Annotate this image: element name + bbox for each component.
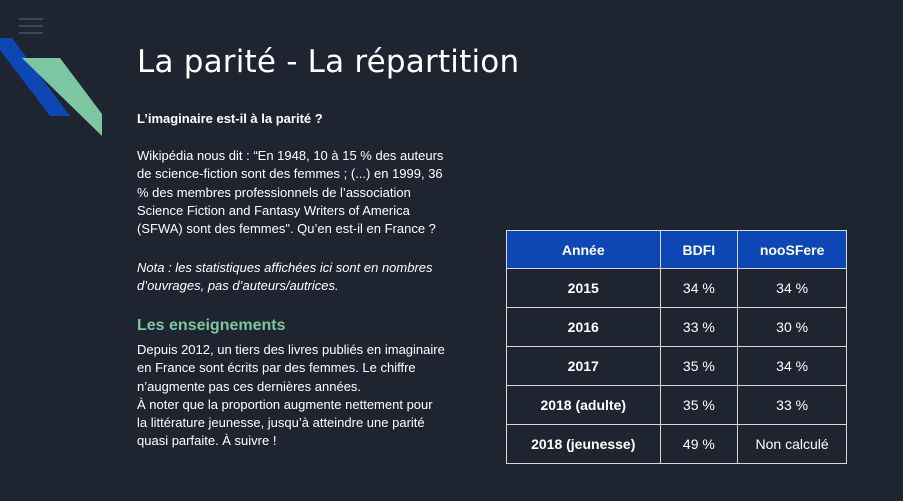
- quote-line: de science-fiction sont des femmes ; (..…: [137, 166, 443, 182]
- cell-year: 2015: [506, 268, 661, 308]
- cell-year: 2018 (jeunesse): [506, 424, 661, 464]
- cell-noosfere: 34 %: [737, 268, 847, 308]
- table-row: 2017 35 % 34 %: [506, 346, 847, 386]
- cell-year: 2017: [506, 346, 661, 386]
- cell-year: 2018 (adulte): [506, 385, 661, 425]
- table-row: 2015 34 % 34 %: [506, 268, 847, 308]
- table-header-row: Année BDFI nooSFere: [506, 230, 847, 269]
- table-row: 2018 (adulte) 35 % 33 %: [506, 385, 847, 425]
- cell-noosfere: 30 %: [737, 307, 847, 347]
- cell-bdfi: 33 %: [659, 307, 739, 347]
- blue-stripe: [0, 38, 70, 116]
- header-bdfi: BDFI: [659, 230, 739, 269]
- cell-noosfere: 34 %: [737, 346, 847, 386]
- wikipedia-quote: Wikipédia nous dit : “En 1948, 10 à 15 %…: [137, 147, 467, 238]
- findings-line: la littérature jeunesse, jusqu’à atteind…: [137, 415, 425, 431]
- green-stripe: [22, 58, 102, 136]
- hamburger-menu-icon[interactable]: [19, 18, 43, 36]
- findings-line: À noter que la proportion augmente nette…: [137, 396, 433, 412]
- quote-line: % des membres professionnels de l’associ…: [137, 184, 411, 200]
- nota-line: d’ouvrages, pas d’auteurs/autrices.: [137, 278, 339, 294]
- quote-line: Science Fiction and Fantasy Writers of A…: [137, 202, 410, 218]
- cell-bdfi: 35 %: [659, 385, 739, 425]
- findings-text: Depuis 2012, un tiers des livres publiés…: [137, 341, 467, 451]
- quote-line: Wikipédia nous dit : “En 1948, 10 à 15 %…: [137, 148, 444, 163]
- nota-line: Nota : les statistiques affichées ici so…: [137, 260, 433, 275]
- cell-noosfere: Non calculé: [737, 424, 847, 464]
- table-row: 2018 (jeunesse) 49 % Non calculé: [506, 424, 847, 464]
- quote-line: (SFWA) sont des femmes". Qu’en est-il en…: [137, 221, 436, 237]
- findings-line: n’augmente pas ces dernières années.: [137, 378, 362, 394]
- question-text: L’imaginaire est-il à la parité ?: [137, 111, 323, 126]
- table-row: 2016 33 % 30 %: [506, 307, 847, 347]
- findings-heading: Les enseignements: [137, 317, 286, 334]
- nota-text: Nota : les statistiques affichées ici so…: [137, 259, 467, 296]
- decorative-stripes: [0, 38, 102, 136]
- header-year: Année: [506, 230, 661, 269]
- parity-table: Année BDFI nooSFere 2015 34 % 34 % 2016 …: [506, 230, 847, 464]
- findings-line: Depuis 2012, un tiers des livres publiés…: [137, 342, 445, 357]
- cell-noosfere: 33 %: [737, 385, 847, 425]
- cell-bdfi: 35 %: [659, 346, 739, 386]
- cell-year: 2016: [506, 307, 661, 347]
- header-noosfere: nooSFere: [737, 230, 847, 269]
- findings-line: en France sont écrits par des femmes. Le…: [137, 360, 416, 376]
- cell-bdfi: 34 %: [659, 268, 739, 308]
- slide-title: La parité - La répartition: [137, 44, 520, 80]
- cell-bdfi: 49 %: [659, 424, 739, 464]
- findings-line: quasi parfaite. À suivre !: [137, 433, 277, 449]
